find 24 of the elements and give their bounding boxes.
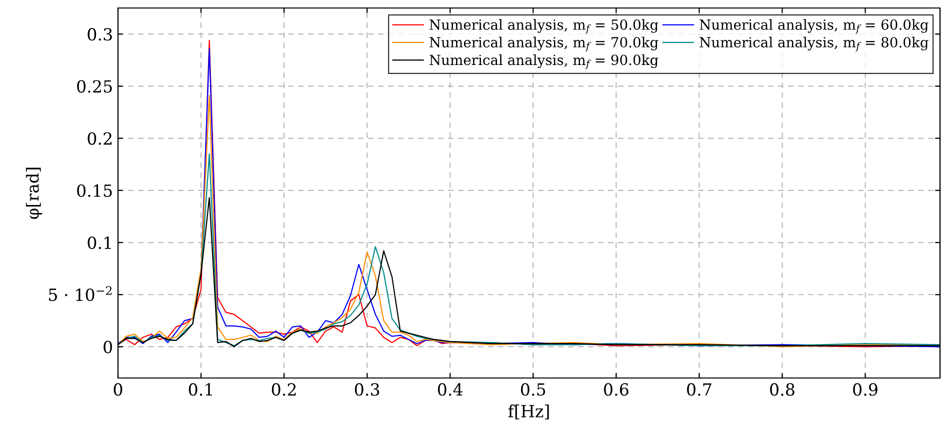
x-tick-label: 0.5 [521,383,546,396]
y-tick-label: 0.1 [88,236,111,250]
legend-label: Numerical analysis, m$_{f}$ = 70.0kg [430,36,658,52]
y-tick-label: 0.2 [88,132,112,145]
y-tick-label: 0.25 [77,80,112,93]
y-tick-label: 0.3 [88,28,112,41]
x-tick-label: 0.4 [438,383,463,396]
x-tick-label: 0.2 [272,383,296,396]
y-axis-title: φ[rad] [26,168,42,219]
legend-label: Numerical analysis, m$_{f}$ = 60.0kg [700,19,928,34]
x-tick-label: 0.7 [687,383,712,396]
y-tick-label: 0.15 [77,184,112,197]
x-tick-label: 0.3 [354,383,380,396]
x-tick-label: 0.9 [853,383,878,396]
legend-label: Numerical analysis, m$_{f}$ = 50.0kg [430,19,658,34]
x-tick-label: 0.8 [770,383,794,396]
legend-label: Numerical analysis, m$_{f}$ = 80.0kg [700,36,928,52]
y-tick-label: 5 · 10$^{−2}$ [49,286,112,302]
legend-label: Numerical analysis, m$_{f}$ = 90.0kg [430,54,658,70]
x-tick-label: 0.6 [604,383,628,396]
y-tick-label: 0 [104,340,112,354]
x-tick-label: 0.1 [188,383,212,396]
x-axis-title: f[Hz] [508,404,549,420]
x-tick-label: 0 [114,383,122,396]
